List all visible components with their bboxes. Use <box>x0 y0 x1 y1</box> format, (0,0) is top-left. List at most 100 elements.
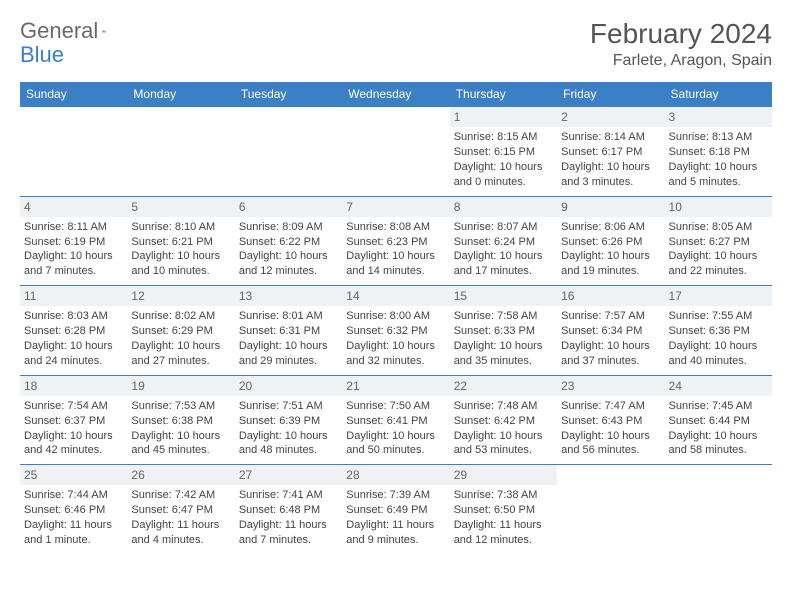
calendar-day-cell: 15Sunrise: 7:58 AMSunset: 6:33 PMDayligh… <box>450 286 557 376</box>
sunrise-line: Sunrise: 7:50 AM <box>346 399 445 414</box>
sunrise-line: Sunrise: 7:51 AM <box>239 399 338 414</box>
calendar-day-cell: 3Sunrise: 8:13 AMSunset: 6:18 PMDaylight… <box>665 107 772 197</box>
sunrise-line: Sunrise: 8:14 AM <box>561 130 660 145</box>
daylight-line: Daylight: 10 hours and 19 minutes. <box>561 249 660 279</box>
sunrise-line: Sunrise: 7:44 AM <box>24 488 123 503</box>
sunrise-line: Sunrise: 7:38 AM <box>454 488 553 503</box>
daylight-line: Daylight: 10 hours and 12 minutes. <box>239 249 338 279</box>
sunrise-line: Sunrise: 8:01 AM <box>239 309 338 324</box>
daylight-line: Daylight: 11 hours and 12 minutes. <box>454 518 553 548</box>
calendar-day-cell: 29 Sunrise: 7:38 AMSunset: 6:50 PMDayligh… <box>450 465 557 554</box>
calendar-day-cell: 5Sunrise: 8:10 AMSunset: 6:21 PMDaylight… <box>127 196 234 286</box>
day-number: 6 <box>235 197 342 217</box>
daylight-line: Daylight: 10 hours and 45 minutes. <box>131 429 230 459</box>
day-number: 19 <box>127 376 234 396</box>
sunrise-line: Sunrise: 8:00 AM <box>346 309 445 324</box>
sunset-line: Sunset: 6:49 PM <box>346 503 445 518</box>
weekday-header: Friday <box>557 82 664 107</box>
calendar-day-cell: 24Sunrise: 7:45 AMSunset: 6:44 PMDayligh… <box>665 375 772 465</box>
daylight-line: Daylight: 10 hours and 58 minutes. <box>669 429 768 459</box>
daylight-line: Daylight: 10 hours and 32 minutes. <box>346 339 445 369</box>
calendar-day-cell: 8Sunrise: 8:07 AMSunset: 6:24 PMDaylight… <box>450 196 557 286</box>
calendar-day-cell: . <box>235 107 342 197</box>
day-number: 8 <box>450 197 557 217</box>
daylight-line: Daylight: 10 hours and 0 minutes. <box>454 160 553 190</box>
daylight-line: Daylight: 11 hours and 9 minutes. <box>346 518 445 548</box>
day-number: 11 <box>20 286 127 306</box>
sunset-line: Sunset: 6:48 PM <box>239 503 338 518</box>
calendar-day-cell: . <box>557 465 664 554</box>
sunset-line: Sunset: 6:15 PM <box>454 145 553 160</box>
calendar-day-cell: 7Sunrise: 8:08 AMSunset: 6:23 PMDaylight… <box>342 196 449 286</box>
calendar-header-row: SundayMondayTuesdayWednesdayThursdayFrid… <box>20 82 772 107</box>
sunset-line: Sunset: 6:37 PM <box>24 414 123 429</box>
daylight-line: Daylight: 10 hours and 53 minutes. <box>454 429 553 459</box>
daylight-line: Daylight: 11 hours and 4 minutes. <box>131 518 230 548</box>
day-number: 27 <box>235 465 342 485</box>
calendar-day-cell: 16Sunrise: 7:57 AMSunset: 6:34 PMDayligh… <box>557 286 664 376</box>
day-number: 13 <box>235 286 342 306</box>
weekday-header: Tuesday <box>235 82 342 107</box>
sunrise-line: Sunrise: 8:11 AM <box>24 220 123 235</box>
brand-text-general: General <box>20 18 98 44</box>
sunrise-line: Sunrise: 8:07 AM <box>454 220 553 235</box>
day-number: 21 <box>342 376 449 396</box>
day-number: 7 <box>342 197 449 217</box>
sunrise-line: Sunrise: 8:05 AM <box>669 220 768 235</box>
calendar-day-cell: . <box>127 107 234 197</box>
day-number: 2 <box>557 107 664 127</box>
sunset-line: Sunset: 6:46 PM <box>24 503 123 518</box>
daylight-line: Daylight: 10 hours and 42 minutes. <box>24 429 123 459</box>
calendar-day-cell: 21Sunrise: 7:50 AMSunset: 6:41 PMDayligh… <box>342 375 449 465</box>
sunrise-line: Sunrise: 7:48 AM <box>454 399 553 414</box>
sunrise-line: Sunrise: 8:03 AM <box>24 309 123 324</box>
sunset-line: Sunset: 6:26 PM <box>561 235 660 250</box>
sunset-line: Sunset: 6:17 PM <box>561 145 660 160</box>
calendar-day-cell: 28Sunrise: 7:39 AMSunset: 6:49 PMDayligh… <box>342 465 449 554</box>
calendar-body: ....1Sunrise: 8:15 AMSunset: 6:15 PMDayl… <box>20 107 772 554</box>
daylight-line: Daylight: 10 hours and 29 minutes. <box>239 339 338 369</box>
sunset-line: Sunset: 6:43 PM <box>561 414 660 429</box>
sunset-line: Sunset: 6:32 PM <box>346 324 445 339</box>
sunset-line: Sunset: 6:44 PM <box>669 414 768 429</box>
calendar-day-cell: 26Sunrise: 7:42 AMSunset: 6:47 PMDayligh… <box>127 465 234 554</box>
calendar-day-cell: 2Sunrise: 8:14 AMSunset: 6:17 PMDaylight… <box>557 107 664 197</box>
day-number: 17 <box>665 286 772 306</box>
month-title: February 2024 <box>590 18 772 50</box>
sunset-line: Sunset: 6:18 PM <box>669 145 768 160</box>
calendar-day-cell: 18Sunrise: 7:54 AMSunset: 6:37 PMDayligh… <box>20 375 127 465</box>
daylight-line: Daylight: 10 hours and 7 minutes. <box>24 249 123 279</box>
daylight-line: Daylight: 10 hours and 27 minutes. <box>131 339 230 369</box>
sunset-line: Sunset: 6:33 PM <box>454 324 553 339</box>
daylight-line: Daylight: 10 hours and 40 minutes. <box>669 339 768 369</box>
brand-logo: General <box>20 18 126 44</box>
daylight-line: Daylight: 11 hours and 7 minutes. <box>239 518 338 548</box>
sunrise-line: Sunrise: 7:39 AM <box>346 488 445 503</box>
daylight-line: Daylight: 10 hours and 50 minutes. <box>346 429 445 459</box>
sunset-line: Sunset: 6:24 PM <box>454 235 553 250</box>
sunset-line: Sunset: 6:23 PM <box>346 235 445 250</box>
daylight-line: Daylight: 10 hours and 37 minutes. <box>561 339 660 369</box>
sunrise-line: Sunrise: 7:42 AM <box>131 488 230 503</box>
calendar-day-cell: 1Sunrise: 8:15 AMSunset: 6:15 PMDaylight… <box>450 107 557 197</box>
sunrise-line: Sunrise: 7:55 AM <box>669 309 768 324</box>
title-block: February 2024 Farlete, Aragon, Spain <box>590 18 772 70</box>
day-number: 25 <box>20 465 127 485</box>
calendar-day-cell: . <box>342 107 449 197</box>
calendar-day-cell: 14Sunrise: 8:00 AMSunset: 6:32 PMDayligh… <box>342 286 449 376</box>
sunrise-line: Sunrise: 7:45 AM <box>669 399 768 414</box>
day-number: 22 <box>450 376 557 396</box>
page-header: General February 2024 Farlete, Aragon, S… <box>20 18 772 70</box>
calendar-day-cell: 23Sunrise: 7:47 AMSunset: 6:43 PMDayligh… <box>557 375 664 465</box>
sunrise-line: Sunrise: 7:57 AM <box>561 309 660 324</box>
daylight-line: Daylight: 11 hours and 1 minute. <box>24 518 123 548</box>
sunset-line: Sunset: 6:50 PM <box>454 503 553 518</box>
daylight-line: Daylight: 10 hours and 22 minutes. <box>669 249 768 279</box>
day-number: 26 <box>127 465 234 485</box>
sunset-line: Sunset: 6:36 PM <box>669 324 768 339</box>
calendar-day-cell: 20Sunrise: 7:51 AMSunset: 6:39 PMDayligh… <box>235 375 342 465</box>
calendar-day-cell: 19Sunrise: 7:53 AMSunset: 6:38 PMDayligh… <box>127 375 234 465</box>
sunset-line: Sunset: 6:21 PM <box>131 235 230 250</box>
sunset-line: Sunset: 6:42 PM <box>454 414 553 429</box>
day-number: 29 <box>450 465 557 485</box>
